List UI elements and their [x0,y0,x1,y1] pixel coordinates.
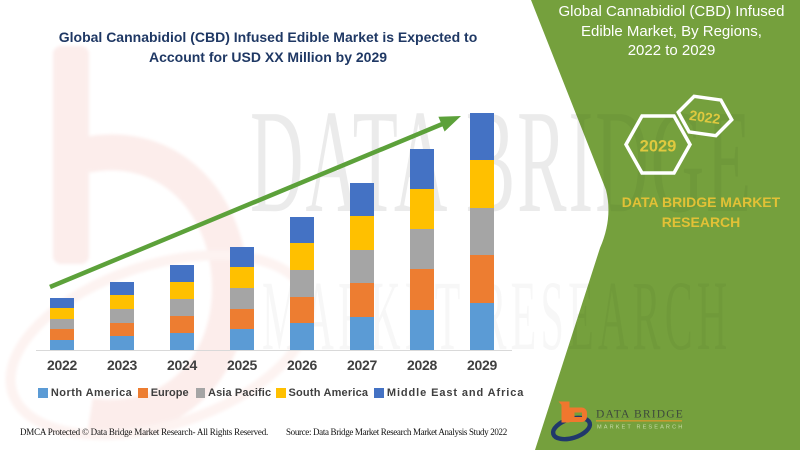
svg-text:2022: 2022 [688,107,721,127]
svg-text:DATA BRIDGE: DATA BRIDGE [596,409,684,421]
svg-text:2029: 2029 [640,138,677,156]
svg-text:MARKET RESEARCH: MARKET RESEARCH [597,425,684,431]
